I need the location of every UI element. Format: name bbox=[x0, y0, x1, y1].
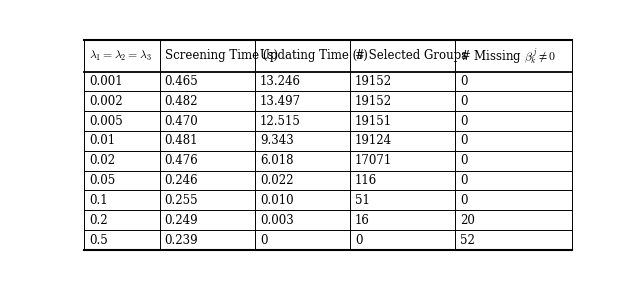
Text: 0.05: 0.05 bbox=[89, 174, 115, 187]
Text: 0.249: 0.249 bbox=[164, 214, 198, 227]
Text: 0.5: 0.5 bbox=[89, 234, 108, 247]
Text: 19151: 19151 bbox=[355, 115, 392, 128]
Text: 0.246: 0.246 bbox=[164, 174, 198, 187]
Text: 0.010: 0.010 bbox=[260, 194, 293, 207]
Text: 0.476: 0.476 bbox=[164, 154, 198, 167]
Text: 0: 0 bbox=[460, 95, 467, 108]
Text: 0: 0 bbox=[260, 234, 268, 247]
Text: 19152: 19152 bbox=[355, 75, 392, 88]
Text: Updating Time (s): Updating Time (s) bbox=[260, 49, 367, 62]
Text: 16: 16 bbox=[355, 214, 370, 227]
Text: 0: 0 bbox=[460, 115, 467, 128]
Text: 12.515: 12.515 bbox=[260, 115, 301, 128]
Text: 0: 0 bbox=[460, 75, 467, 88]
Text: 17071: 17071 bbox=[355, 154, 392, 167]
Text: 0.1: 0.1 bbox=[89, 194, 108, 207]
Text: 0.02: 0.02 bbox=[89, 154, 115, 167]
Text: 0.255: 0.255 bbox=[164, 194, 198, 207]
Text: 116: 116 bbox=[355, 174, 377, 187]
Text: 0.2: 0.2 bbox=[89, 214, 108, 227]
Text: 0.005: 0.005 bbox=[89, 115, 123, 128]
Text: 0.482: 0.482 bbox=[164, 95, 198, 108]
Text: 0.003: 0.003 bbox=[260, 214, 294, 227]
Text: 0: 0 bbox=[355, 234, 362, 247]
Text: Screening Time (s): Screening Time (s) bbox=[164, 49, 278, 62]
Text: 13.497: 13.497 bbox=[260, 95, 301, 108]
Text: 0.002: 0.002 bbox=[89, 95, 122, 108]
Text: 0: 0 bbox=[460, 194, 467, 207]
Text: 13.246: 13.246 bbox=[260, 75, 301, 88]
Text: # Missing $\beta_k^j \neq 0$: # Missing $\beta_k^j \neq 0$ bbox=[460, 46, 556, 66]
Text: 0: 0 bbox=[460, 154, 467, 167]
Text: 51: 51 bbox=[355, 194, 370, 207]
Text: 0.01: 0.01 bbox=[89, 135, 115, 148]
Text: 0.001: 0.001 bbox=[89, 75, 122, 88]
Text: 19152: 19152 bbox=[355, 95, 392, 108]
Text: 0: 0 bbox=[460, 174, 467, 187]
Text: 19124: 19124 bbox=[355, 135, 392, 148]
Text: 0.239: 0.239 bbox=[164, 234, 198, 247]
Text: # Selected Groups: # Selected Groups bbox=[355, 49, 467, 62]
Text: 0.481: 0.481 bbox=[164, 135, 198, 148]
Text: 52: 52 bbox=[460, 234, 475, 247]
Text: 0.470: 0.470 bbox=[164, 115, 198, 128]
Text: 9.343: 9.343 bbox=[260, 135, 294, 148]
Text: 6.018: 6.018 bbox=[260, 154, 293, 167]
Text: 0.465: 0.465 bbox=[164, 75, 198, 88]
Text: $\lambda_1 = \lambda_2 = \lambda_3$: $\lambda_1 = \lambda_2 = \lambda_3$ bbox=[89, 49, 152, 63]
Text: 20: 20 bbox=[460, 214, 475, 227]
Text: 0: 0 bbox=[460, 135, 467, 148]
Text: 0.022: 0.022 bbox=[260, 174, 293, 187]
